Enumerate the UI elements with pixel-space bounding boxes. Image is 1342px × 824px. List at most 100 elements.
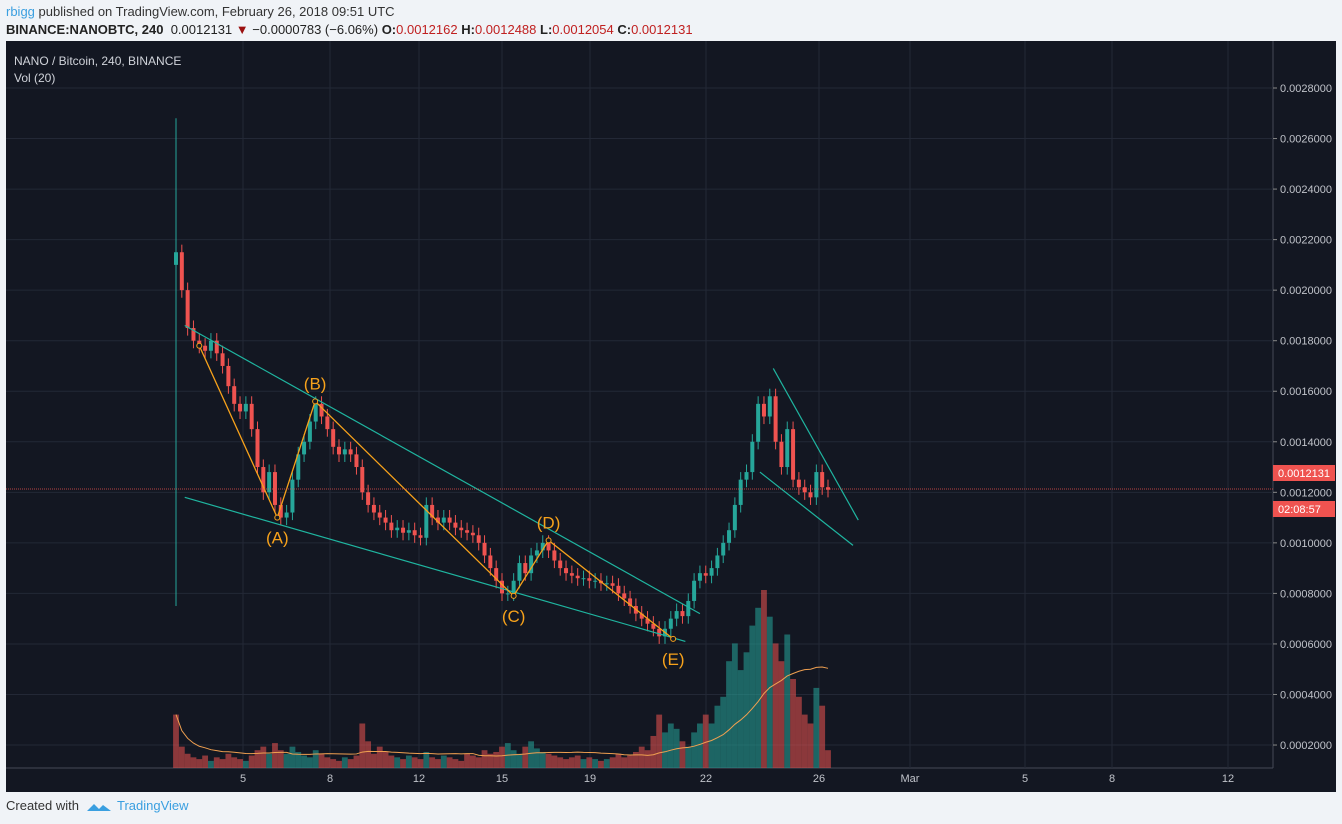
volume-bar	[219, 759, 226, 768]
volume-bar	[697, 723, 703, 768]
price-badge	[1273, 465, 1335, 481]
candle-body	[243, 403, 248, 412]
candle-body	[261, 467, 266, 493]
countdown-badge	[1273, 501, 1335, 517]
candle-body	[470, 532, 475, 536]
candle-body	[366, 492, 371, 505]
candle-body	[697, 573, 702, 581]
candle-body	[208, 340, 213, 351]
created-with: Created with	[6, 798, 79, 813]
candle-body	[249, 403, 254, 430]
close-label: C:	[617, 22, 632, 37]
volume-bar	[248, 755, 255, 768]
wave-point	[670, 635, 677, 642]
y-tick-label: 0.0010000	[1280, 538, 1332, 550]
candle-body	[395, 527, 400, 531]
candle-body	[721, 542, 726, 556]
wave-label-d: (D)	[537, 513, 561, 532]
volume-bar	[627, 755, 633, 768]
candle-body	[779, 441, 784, 468]
tradingview-logo-icon	[86, 803, 111, 811]
volume-bar	[336, 760, 342, 768]
footer: Created with TradingView	[6, 798, 189, 813]
volume-ma-line	[175, 666, 829, 757]
volume-bar	[638, 746, 645, 768]
author-link[interactable]: rbigg	[6, 4, 35, 19]
wave-label-b: (B)	[304, 374, 327, 393]
candle-body	[494, 568, 499, 581]
candle-body	[639, 613, 644, 619]
candle-body	[546, 542, 551, 551]
volume-bar	[737, 670, 744, 768]
candle-body	[191, 328, 196, 341]
volume-bar	[557, 757, 564, 768]
candle-body	[203, 345, 208, 351]
candle-body	[569, 573, 574, 576]
volume-bar	[778, 661, 785, 768]
volume-bar	[417, 759, 424, 768]
candle-body	[465, 530, 470, 533]
candle-body	[802, 487, 807, 493]
candle-body	[686, 600, 691, 617]
countdown-text: 02:08:57	[1278, 504, 1321, 516]
x-tick-label: 22	[700, 773, 712, 785]
candle-body	[791, 429, 796, 480]
x-tick-label: 8	[1109, 773, 1115, 785]
change: −0.0000783 (−6.06%)	[252, 22, 379, 37]
wave-point	[545, 537, 552, 544]
high-label: H:	[461, 22, 475, 37]
volume-bar	[749, 625, 756, 768]
volume-bar	[586, 757, 593, 768]
candle-body	[272, 472, 277, 505]
volume-bar	[702, 714, 709, 768]
volume-bar	[376, 746, 383, 768]
candle-body	[331, 429, 336, 447]
y-tick-label: 0.0014000	[1280, 437, 1332, 449]
volume-bar	[499, 746, 505, 768]
volume-bar	[592, 759, 599, 768]
candle-body	[756, 403, 761, 442]
trend-line	[184, 496, 686, 642]
volume-bar	[510, 750, 517, 768]
candle-body	[354, 454, 359, 468]
volume-bar	[452, 759, 459, 768]
volume-bar	[330, 759, 337, 768]
candle-body	[401, 527, 406, 533]
candle-body	[517, 563, 522, 581]
x-tick-label: 26	[813, 773, 825, 785]
volume-bar	[691, 732, 698, 768]
volume-bar	[341, 757, 348, 768]
candle-body	[488, 555, 493, 569]
volume-bar	[755, 607, 762, 768]
volume-bar	[685, 746, 692, 768]
volume-bar	[522, 746, 529, 768]
volume-bar	[173, 714, 179, 768]
candle-body	[505, 593, 510, 595]
x-tick-label: Mar	[901, 773, 920, 785]
tradingview-link[interactable]: TradingView	[116, 798, 189, 813]
y-tick-label: 0.0020000	[1280, 285, 1332, 297]
candle-body	[604, 583, 609, 585]
open-value: 0.0012162	[396, 22, 458, 37]
candle-body	[418, 535, 423, 538]
candle-body	[703, 573, 708, 576]
chart-background	[6, 41, 1336, 792]
volume-bar	[178, 746, 185, 768]
volume-bar	[289, 746, 296, 768]
volume-bar	[667, 723, 674, 768]
volume-bar	[324, 757, 331, 768]
wave-point	[510, 592, 517, 599]
candle-body	[727, 530, 732, 543]
volume-bar	[551, 755, 558, 768]
volume-bar	[493, 751, 500, 768]
candle-body	[302, 441, 307, 455]
candle-body	[616, 585, 621, 594]
volume-bar	[790, 679, 796, 768]
candle-body	[500, 580, 504, 594]
volume-bar	[615, 753, 622, 768]
candle-body	[750, 441, 755, 473]
symbol: BINANCE:NANOBTC, 240	[6, 22, 164, 37]
volume-bar	[254, 750, 261, 768]
volume-bar	[650, 735, 657, 768]
